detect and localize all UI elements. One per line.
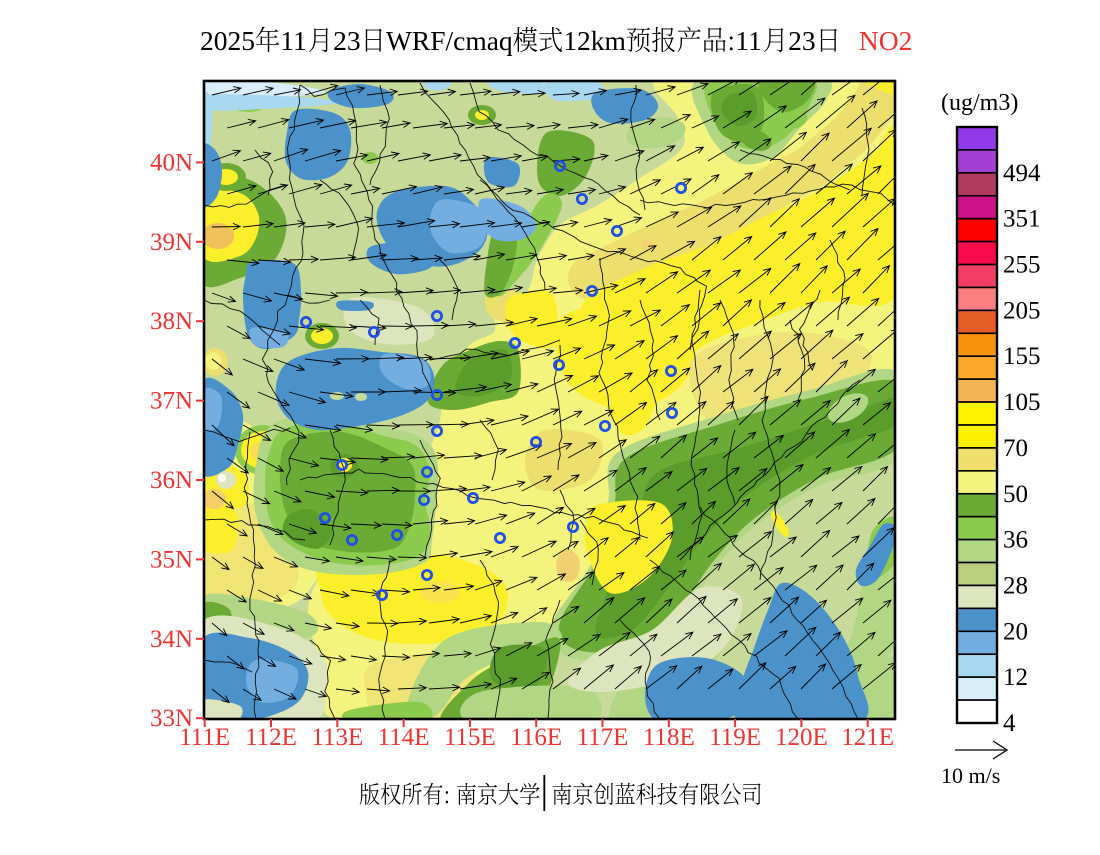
svg-text:351: 351 <box>1003 206 1041 233</box>
svg-text:23: 23 <box>333 25 361 56</box>
svg-text:112E: 112E <box>245 724 297 751</box>
svg-text:115E: 115E <box>444 724 496 751</box>
svg-text:118E: 118E <box>643 724 695 751</box>
svg-text:10 m/s: 10 m/s <box>941 763 1000 788</box>
svg-text:23: 23 <box>788 25 816 56</box>
svg-text:50: 50 <box>1003 481 1028 508</box>
svg-text:35N: 35N <box>150 546 193 573</box>
svg-text:255: 255 <box>1003 252 1041 279</box>
svg-text:70: 70 <box>1003 435 1028 462</box>
svg-text:120E: 120E <box>775 724 828 751</box>
svg-text:105: 105 <box>1003 389 1041 416</box>
svg-text:494: 494 <box>1003 160 1041 187</box>
svg-text:NO2: NO2 <box>859 25 912 56</box>
svg-text:11: 11 <box>735 25 761 56</box>
svg-text:12: 12 <box>1003 664 1028 691</box>
svg-text:113E: 113E <box>311 724 363 751</box>
svg-text:117E: 117E <box>577 724 629 751</box>
svg-text:116E: 116E <box>510 724 562 751</box>
svg-text:39N: 39N <box>150 229 193 256</box>
svg-text:WRF/cmaq: WRF/cmaq <box>386 25 513 56</box>
svg-text:155: 155 <box>1003 343 1041 370</box>
svg-text:119E: 119E <box>709 724 761 751</box>
svg-text:36: 36 <box>1003 527 1028 554</box>
svg-text:2025: 2025 <box>200 25 255 56</box>
svg-text:4: 4 <box>1003 710 1016 737</box>
svg-text:12km: 12km <box>563 25 626 56</box>
svg-text:114E: 114E <box>378 724 430 751</box>
svg-text:34N: 34N <box>150 626 193 653</box>
svg-text:111E: 111E <box>179 724 230 751</box>
svg-text:38N: 38N <box>150 308 193 335</box>
svg-text:28: 28 <box>1003 573 1028 600</box>
svg-text:(ug/m3): (ug/m3) <box>941 90 1018 116</box>
svg-text:121E: 121E <box>841 724 894 751</box>
svg-text:33N: 33N <box>150 705 193 732</box>
svg-text:40N: 40N <box>150 149 193 176</box>
svg-text:20: 20 <box>1003 618 1028 645</box>
svg-text:37N: 37N <box>150 388 193 415</box>
svg-text:205: 205 <box>1003 297 1041 324</box>
svg-text:36N: 36N <box>150 467 193 494</box>
svg-text:11: 11 <box>280 25 306 56</box>
